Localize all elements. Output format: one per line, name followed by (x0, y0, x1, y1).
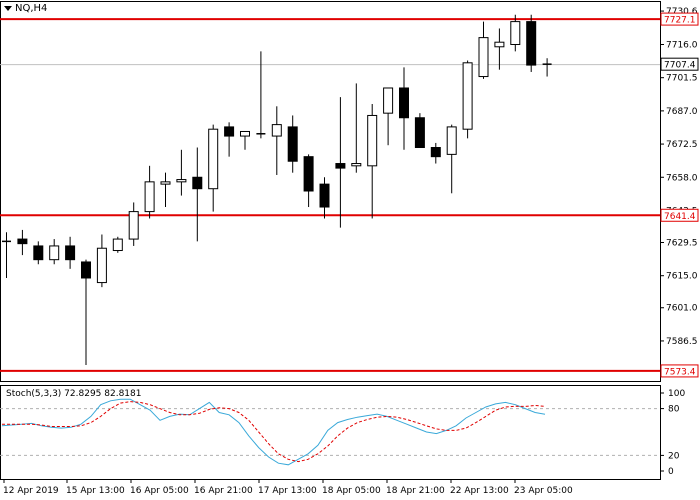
time-tick-label: 15 Apr 13:00 (66, 486, 125, 496)
candle-body-down[interactable] (399, 87, 409, 119)
time-tick-label: 18 Apr 21:00 (386, 486, 445, 496)
candle-body-down[interactable] (319, 183, 330, 208)
price-tick-label: 7658.0 (666, 173, 698, 183)
stoch-tick-label: 0 (668, 467, 674, 477)
stoch-tick-label: 100 (668, 389, 685, 399)
current-price-tag (660, 57, 699, 71)
price-tick-label: 7701.5 (666, 74, 698, 84)
stochastic-frame (0, 385, 661, 480)
time-tick-label: 16 Apr 05:00 (130, 486, 189, 496)
price-tick-label: 7629.5 (666, 239, 698, 249)
time-tick-label: 23 Apr 05:00 (514, 486, 573, 496)
candle-body-up[interactable] (240, 130, 250, 137)
candle-body-up[interactable] (462, 62, 473, 130)
candle-body-down[interactable] (335, 163, 346, 169)
price-tick-label: 7601.0 (666, 304, 698, 314)
price-tick-label: 7586.5 (666, 337, 698, 347)
candle-body-up[interactable] (49, 245, 60, 261)
candle-body-up[interactable] (112, 238, 123, 252)
price-tick-label: 7672.5 (666, 140, 698, 150)
candle-body-up[interactable] (96, 247, 107, 284)
candle-body-up[interactable] (271, 124, 282, 137)
price-tick-label: 7615.0 (666, 272, 698, 282)
candle-body-down[interactable] (81, 261, 91, 279)
candle-body-down[interactable] (65, 245, 76, 261)
candle-body-up[interactable] (383, 87, 394, 114)
time-tick-label: 17 Apr 13:00 (258, 486, 317, 496)
candle-body-up[interactable] (128, 211, 139, 240)
candle-body-up[interactable] (510, 21, 521, 45)
time-tick-label: 22 Apr 13:00 (450, 486, 509, 496)
candle-body-down[interactable] (526, 21, 537, 66)
candle-body-up[interactable] (208, 128, 219, 190)
time-tick-label: 12 Apr 2019 (3, 486, 59, 496)
candle-body-down[interactable] (17, 238, 28, 245)
price-tick-label: 7716.0 (666, 40, 698, 50)
time-tick-label: 18 Apr 05:00 (322, 486, 381, 496)
candle-body-down[interactable] (224, 126, 235, 137)
candle-body-down[interactable] (287, 126, 298, 162)
level-price-tag-text: 7641.4 (664, 212, 696, 222)
candle-body-up[interactable] (144, 181, 155, 213)
price-tick-label: 7687.0 (666, 107, 698, 117)
level-price-tag-text: 7727.1 (664, 16, 696, 26)
main-chart-frame (0, 1, 661, 382)
symbol-title-bar: NQ,H4 (4, 3, 47, 14)
candle-body-down[interactable] (33, 245, 44, 261)
dropdown-triangle-icon[interactable] (4, 6, 12, 11)
candle-body-down[interactable] (303, 156, 314, 192)
candle-body-up[interactable] (351, 163, 362, 167)
level-price-tag (660, 12, 699, 26)
stochastic-signal-line (2, 401, 546, 463)
stoch-tick-label: 20 (668, 451, 680, 461)
stoch-tick-label: 80 (668, 405, 680, 415)
candle-body-up[interactable] (367, 114, 378, 167)
candle-body-down[interactable] (414, 117, 425, 149)
candle-body-up[interactable] (478, 37, 489, 78)
level-price-tag-text: 7573.4 (664, 367, 696, 377)
price-tick-label: 7730.6 (666, 7, 698, 17)
stochastic-label: Stoch(5,3,3) 72.8295 82.8181 (6, 389, 142, 399)
symbol-title: NQ,H4 (15, 3, 48, 14)
candle-body-up[interactable] (160, 181, 171, 185)
candle-body-up[interactable] (176, 179, 187, 183)
level-price-tag (660, 208, 699, 222)
candle-body-up[interactable] (494, 41, 505, 48)
level-price-tag (660, 364, 699, 378)
current-price-tag-text: 7707.4 (664, 61, 696, 71)
candle-body-down[interactable] (192, 176, 203, 190)
candle-body-down[interactable] (430, 147, 441, 158)
stochastic-main-line (1, 398, 546, 466)
time-tick-label: 16 Apr 21:00 (194, 486, 253, 496)
candle-body-up[interactable] (446, 126, 457, 155)
